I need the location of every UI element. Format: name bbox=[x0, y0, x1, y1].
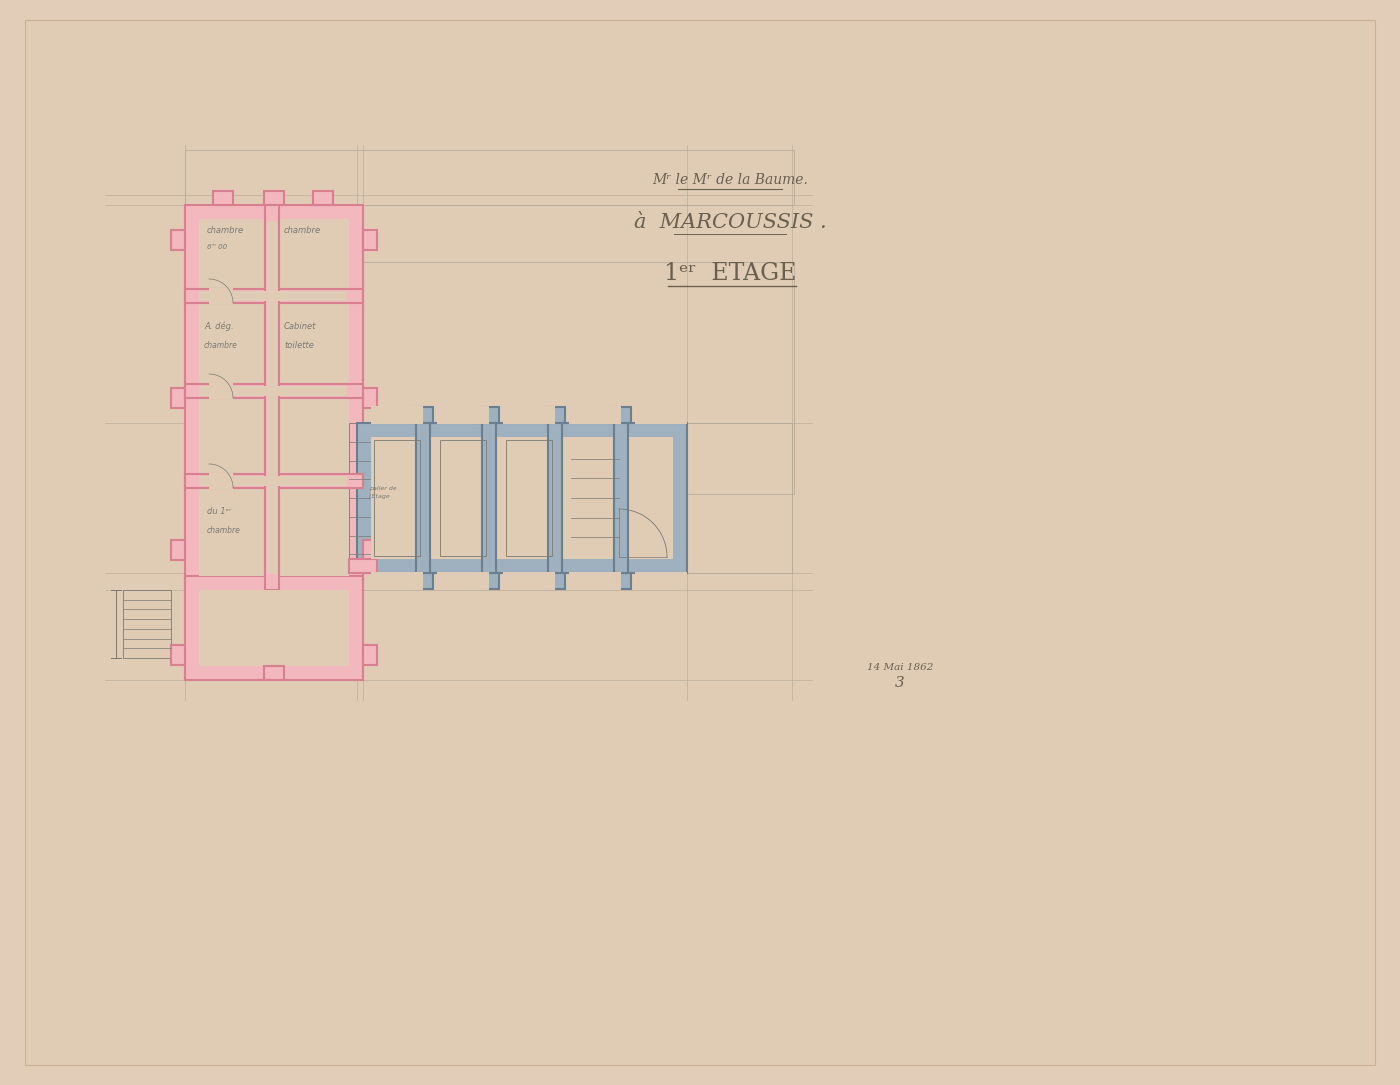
Bar bbox=[265, 191, 284, 205]
Bar bbox=[547, 423, 561, 573]
Text: Cabinet: Cabinet bbox=[284, 322, 316, 331]
Bar bbox=[545, 407, 566, 423]
Bar bbox=[437, 406, 489, 424]
Bar bbox=[479, 573, 498, 589]
Text: 14 Mai 1862: 14 Mai 1862 bbox=[867, 663, 934, 672]
Bar bbox=[505, 441, 552, 556]
Bar bbox=[265, 205, 279, 590]
Bar bbox=[349, 261, 794, 494]
Bar bbox=[416, 423, 430, 573]
Bar bbox=[199, 386, 347, 396]
Bar bbox=[171, 388, 185, 408]
Bar bbox=[171, 644, 185, 665]
Bar bbox=[363, 540, 377, 560]
Bar bbox=[357, 423, 687, 573]
Bar bbox=[171, 230, 185, 250]
Bar bbox=[185, 205, 363, 590]
Bar bbox=[503, 572, 554, 590]
Bar bbox=[185, 576, 363, 680]
Bar bbox=[363, 388, 377, 408]
Bar bbox=[171, 540, 185, 560]
Bar bbox=[185, 474, 363, 488]
Text: toilette: toilette bbox=[284, 342, 314, 350]
Bar bbox=[413, 573, 433, 589]
Text: palier de: palier de bbox=[370, 486, 396, 492]
Bar bbox=[636, 406, 687, 424]
Bar bbox=[265, 666, 284, 680]
Bar bbox=[199, 219, 349, 576]
Bar bbox=[610, 407, 631, 423]
Bar bbox=[199, 291, 347, 301]
Bar bbox=[479, 407, 498, 423]
Bar bbox=[314, 191, 333, 205]
Bar bbox=[610, 573, 631, 589]
Bar bbox=[413, 407, 433, 423]
Bar bbox=[199, 476, 347, 486]
Bar bbox=[371, 437, 673, 559]
Text: 6ᵐ 00: 6ᵐ 00 bbox=[207, 244, 227, 250]
Text: à  MARCOUSSIS .: à MARCOUSSIS . bbox=[634, 214, 826, 232]
Text: A. dég.: A. dég. bbox=[204, 322, 234, 331]
Bar bbox=[568, 406, 622, 424]
Bar bbox=[503, 406, 554, 424]
Bar bbox=[209, 473, 232, 489]
Bar bbox=[349, 423, 374, 573]
Text: chambre: chambre bbox=[207, 226, 244, 235]
Bar bbox=[636, 572, 687, 590]
Text: l'Etage: l'Etage bbox=[370, 494, 391, 499]
Bar bbox=[349, 559, 377, 573]
Text: chambre: chambre bbox=[284, 226, 321, 235]
Bar bbox=[185, 150, 794, 205]
Text: du 1ᵉʳ: du 1ᵉʳ bbox=[207, 508, 231, 516]
Bar bbox=[437, 572, 489, 590]
Bar bbox=[371, 572, 423, 590]
Text: 3: 3 bbox=[895, 676, 904, 690]
Bar bbox=[440, 441, 486, 556]
Bar bbox=[185, 289, 363, 303]
Text: 1ᵉʳ  ETAGE: 1ᵉʳ ETAGE bbox=[664, 261, 797, 284]
Text: chambre: chambre bbox=[204, 342, 238, 350]
Bar bbox=[363, 230, 377, 250]
Bar bbox=[185, 384, 363, 398]
Bar bbox=[374, 441, 420, 556]
Text: Mʳ le Mʳ de la Baume.: Mʳ le Mʳ de la Baume. bbox=[652, 173, 808, 187]
Bar bbox=[615, 423, 629, 573]
Bar bbox=[209, 288, 232, 304]
Bar bbox=[209, 383, 232, 399]
Bar bbox=[687, 423, 792, 573]
Bar bbox=[123, 590, 171, 658]
Bar bbox=[482, 423, 496, 573]
Text: chambre: chambre bbox=[207, 526, 241, 535]
Bar bbox=[267, 221, 277, 574]
Bar bbox=[213, 191, 232, 205]
Bar bbox=[568, 572, 622, 590]
Bar bbox=[371, 406, 423, 424]
Bar bbox=[199, 590, 349, 666]
Bar bbox=[545, 573, 566, 589]
Bar bbox=[363, 644, 377, 665]
